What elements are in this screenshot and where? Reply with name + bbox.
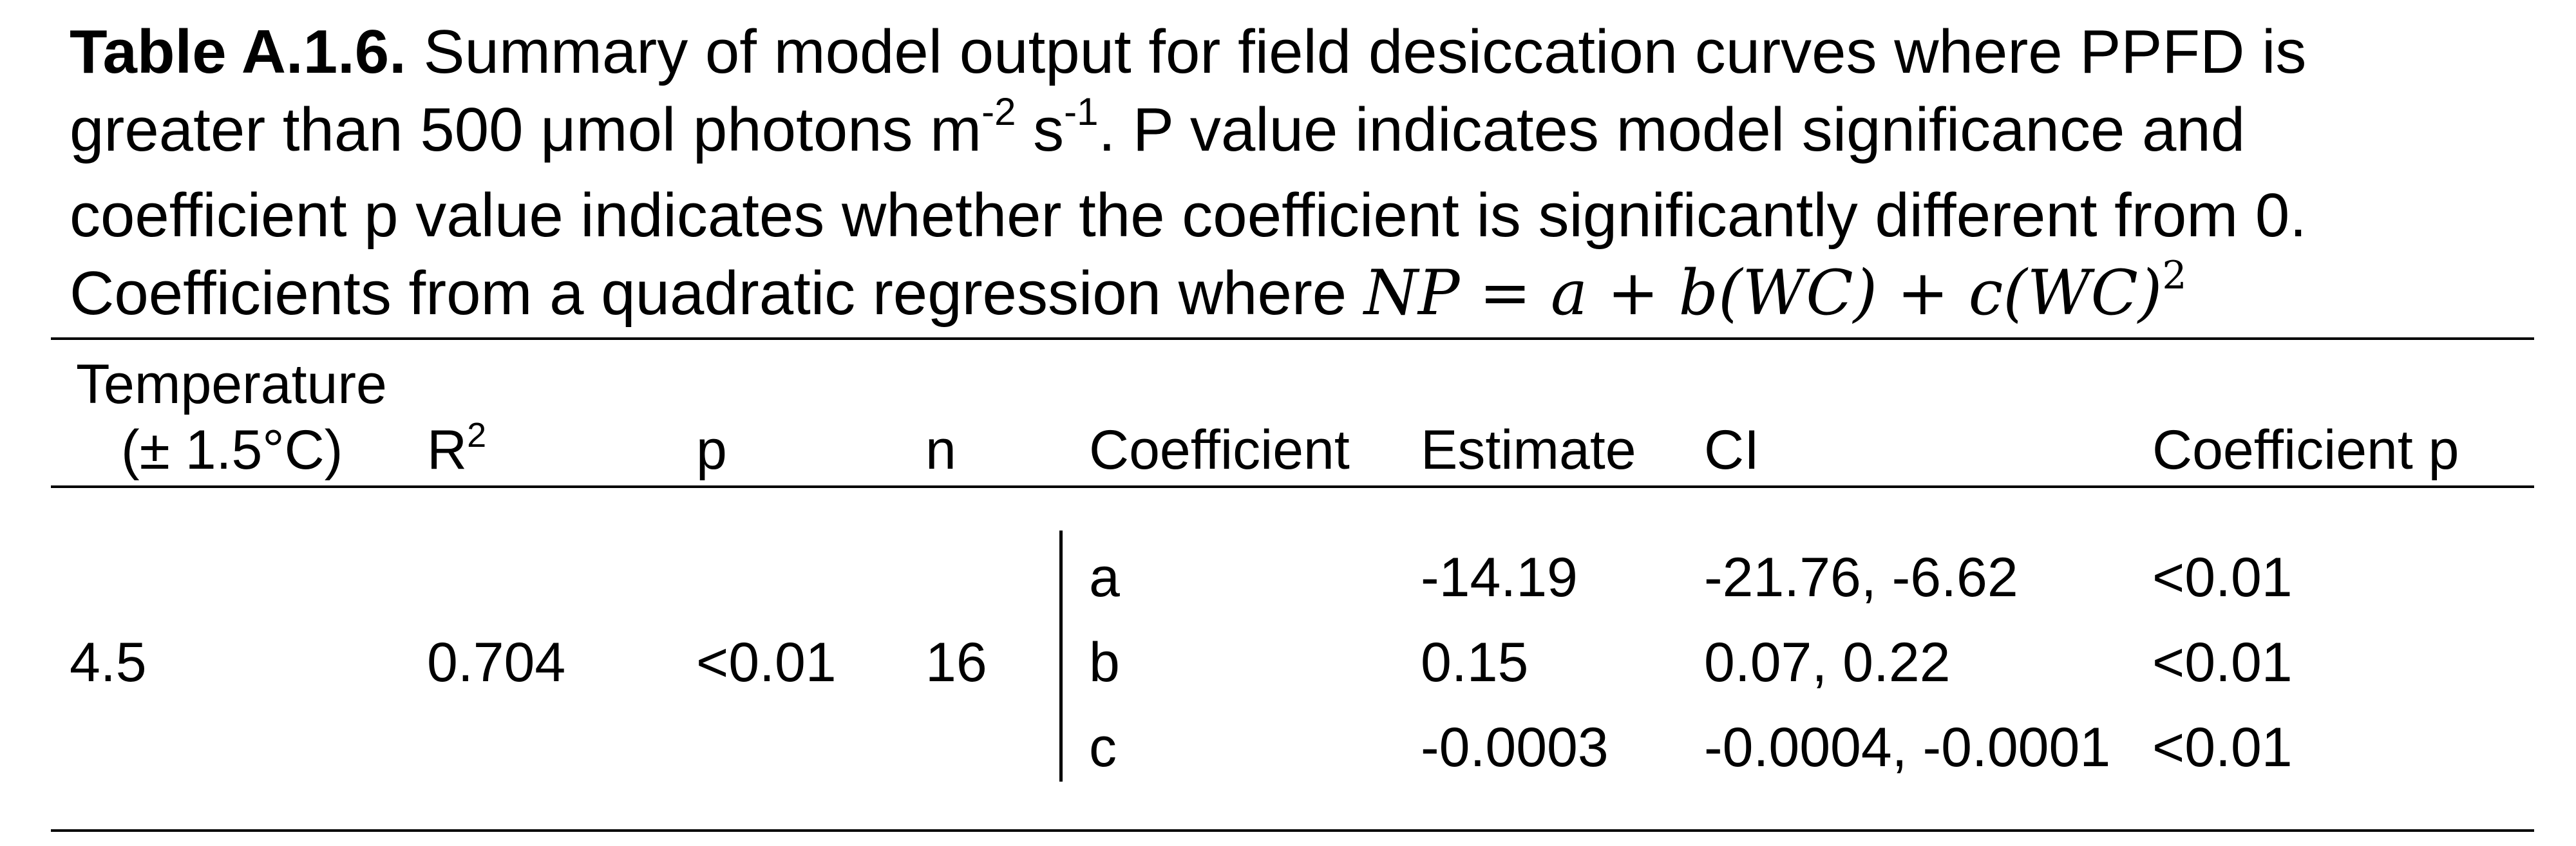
header-ci: CI [1704,419,1759,481]
header-p: p [696,419,727,481]
coef-c-ci: -0.0004, -0.0001 [1704,717,2111,778]
header-temperature-range: (± 1.5°C) [121,419,343,481]
cell-n: 16 [925,632,987,693]
cell-r-squared: 0.704 [427,632,566,693]
caption-text-2b: s [1016,95,1065,164]
caption-superscript-1: -2 [981,90,1016,133]
caption-text-2a: greater than 500 μmol photons m [70,95,982,164]
header-coefficient-p: Coefficient p [2152,419,2459,481]
caption-line-2: greater than 500 μmol photons m-2 s-1. P… [70,90,2517,176]
header-r-squared-exponent: 2 [467,416,487,455]
bottom-rule [51,829,2534,832]
equation-text: NP = a + b(WC) + c(WC) [1363,257,2163,329]
header-r-squared: R2 [427,416,487,482]
top-rule [51,337,2534,340]
coef-b-p: <0.01 [2152,632,2293,693]
cell-temperature: 4.5 [70,632,147,693]
coef-b-name: b [1089,632,1120,693]
caption-superscript-2: -1 [1064,90,1099,133]
caption-line-3: coefficient p value indicates whether th… [70,181,2307,250]
caption-line-4: Coefficients from a quadratic regression… [70,253,2517,341]
caption-line-1: Table A.1.6. Summary of model output for… [70,13,2517,91]
coef-c-name: c [1089,717,1117,778]
table-label: Table A.1.6. [70,17,406,86]
coef-b-estimate: 0.15 [1421,632,1529,693]
header-estimate: Estimate [1421,419,1636,481]
header-r-squared-text: R [427,419,468,481]
caption-text-2c: . P value indicates model significance a… [1098,95,2246,164]
coef-a-p: <0.01 [2152,547,2293,608]
regression-equation: NP = a + b(WC) + c(WC)2 [1363,253,2187,329]
header-coefficient: Coefficient [1089,419,1350,481]
header-n: n [925,419,956,481]
header-rule [51,485,2534,488]
caption-text-4: Coefficients from a quadratic regression… [70,259,1364,328]
header-temperature: Temperature [76,353,387,415]
coef-a-name: a [1089,547,1120,608]
coef-a-estimate: -14.19 [1421,547,1578,608]
table-caption: Table A.1.6. Summary of model output for… [70,13,2517,341]
coef-a-ci: -21.76, -6.62 [1704,547,2018,608]
coef-c-estimate: -0.0003 [1421,717,1609,778]
equation-exponent: 2 [2162,253,2187,298]
coefficient-divider [1059,531,1063,782]
coef-b-ci: 0.07, 0.22 [1704,632,1951,693]
cell-p: <0.01 [696,632,837,693]
caption-text-1: Summary of model output for field desicc… [406,17,2307,86]
coef-c-p: <0.01 [2152,717,2293,778]
